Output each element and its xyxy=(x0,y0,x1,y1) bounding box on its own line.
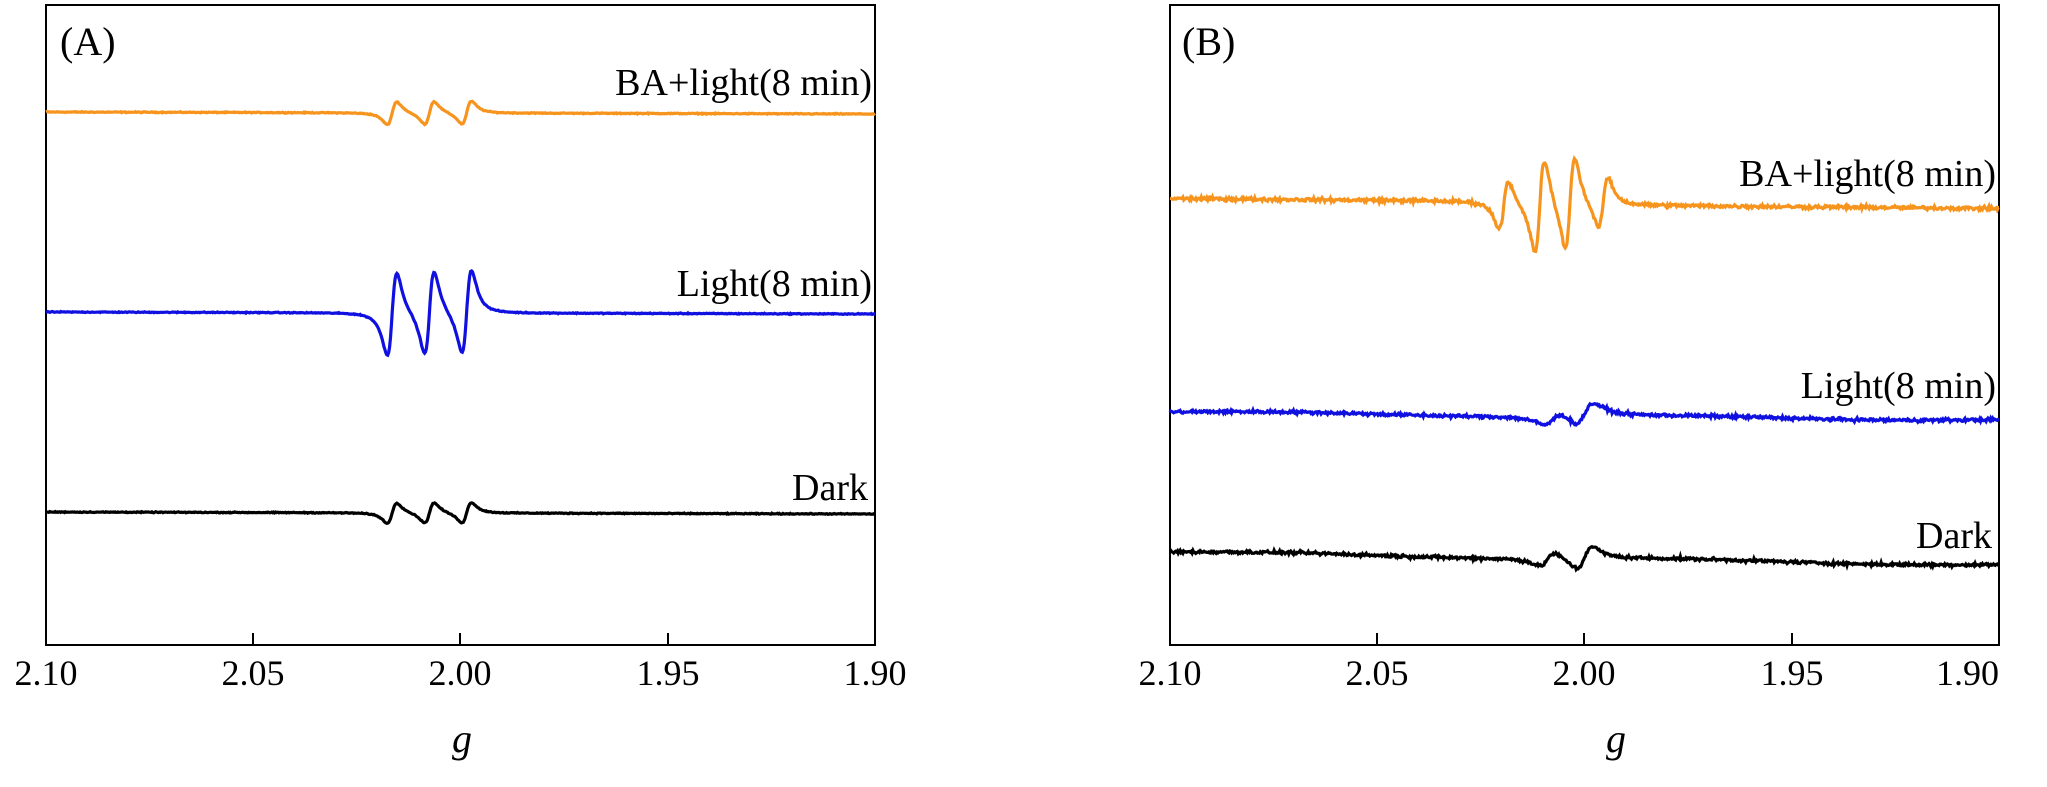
panel-a-xlabel: g xyxy=(452,716,472,761)
panel-b-xtick-label: 2.00 xyxy=(1553,653,1616,693)
panel-b: (B) 2.10 2.05 2.00 1.95 1.90 g BA+light(… xyxy=(1139,4,2000,761)
panel-b-trace-dark xyxy=(1168,544,2000,573)
panel-b-label: (B) xyxy=(1182,19,1235,64)
panel-a-label: (A) xyxy=(60,19,116,64)
panel-b-xticks: 2.10 2.05 2.00 1.95 1.90 xyxy=(1139,633,2000,693)
panel-a-xtick-label: 2.10 xyxy=(15,653,78,693)
panel-a-trace-ba-light xyxy=(45,99,876,127)
panel-a-xtick-label: 2.05 xyxy=(222,653,285,693)
panel-b-series-label: Dark xyxy=(1916,515,1992,557)
panel-a-trace-dark xyxy=(45,501,876,525)
panel-b-series-label: Light(8 min) xyxy=(1801,365,1996,407)
panel-b-xtick-label: 1.90 xyxy=(1936,653,1999,693)
panel-a-xtick-label: 1.90 xyxy=(844,653,907,693)
panel-a-xtick-label: 2.00 xyxy=(429,653,492,693)
panel-a-series-label: Light(8 min) xyxy=(677,263,872,305)
panel-b-xtick-label: 2.10 xyxy=(1139,653,1202,693)
panel-a-series-label: Dark xyxy=(792,467,868,509)
panel-b-xtick-label: 2.05 xyxy=(1346,653,1409,693)
panel-b-xtick-label: 1.95 xyxy=(1761,653,1824,693)
panel-a-xticks: 2.10 2.05 2.00 1.95 1.90 xyxy=(15,633,907,693)
panel-b-series-label: BA+light(8 min) xyxy=(1739,153,1996,195)
panel-b-xlabel: g xyxy=(1606,716,1626,761)
panel-b-trace-ba-light xyxy=(1169,155,2000,254)
panel-b-trace-light xyxy=(1168,401,2000,428)
panel-a-series-label: BA+light(8 min) xyxy=(615,62,872,104)
panel-a: (A) 2.10 2.05 2.00 1.95 1.90 g BA+light(… xyxy=(15,4,907,761)
panel-a-xtick-label: 1.95 xyxy=(637,653,700,693)
panel-a-trace-light xyxy=(45,269,876,358)
